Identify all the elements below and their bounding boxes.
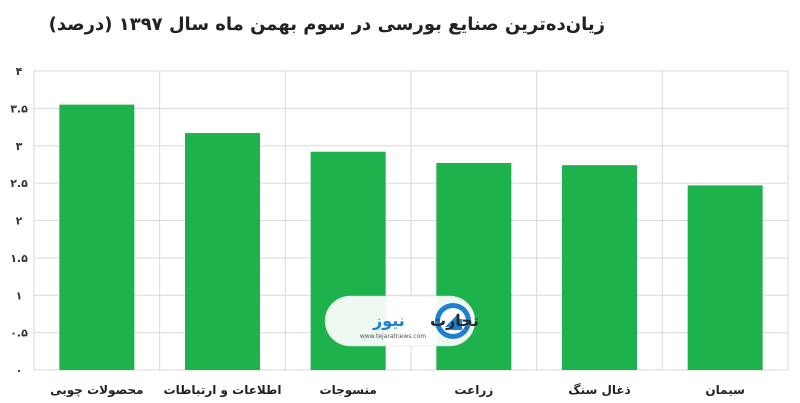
logo-url: www.tejaratnews.com xyxy=(360,333,426,340)
category-label: محصولات چوبی xyxy=(50,383,143,398)
bar xyxy=(59,104,135,370)
y-tick-label: ۲.۵ xyxy=(10,177,28,190)
y-tick-label: ۱ xyxy=(16,289,23,302)
logo-name-part1: تجارت xyxy=(430,311,479,330)
x-axis-category-labels: محصولات چوبی اطلاعات و ارتباطات منسوجات زرا… xyxy=(50,383,745,398)
category-label: سیمان xyxy=(705,383,745,397)
bar xyxy=(562,165,637,370)
y-tick-label: ۲ xyxy=(16,215,23,228)
logo-emblem-icon xyxy=(435,303,471,339)
tejaratnews-logo: تجارت نیوز www.tejaratnews.com xyxy=(324,295,479,347)
category-label: ذغال سنگ xyxy=(568,383,630,397)
category-label: اطلاعات و ارتباطات xyxy=(164,383,282,398)
chart-title: زیان‌ده‌ترین صنایع بورسی در سوم بهمن ماه… xyxy=(48,14,605,35)
grid-lines xyxy=(33,70,789,371)
y-tick-label: ۰ xyxy=(16,364,23,377)
y-tick-label: ۳.۵ xyxy=(10,102,28,115)
y-tick-label: ۱.۵ xyxy=(10,252,28,265)
bar xyxy=(185,133,260,370)
category-label: زراعت xyxy=(454,383,493,397)
y-tick-label: ۴ xyxy=(16,65,23,78)
logo-name-part2: نیوز xyxy=(372,311,405,330)
y-tick-label: ۳ xyxy=(16,140,23,153)
category-label: منسوجات xyxy=(320,383,377,398)
bar xyxy=(687,185,763,370)
y-tick-label: ۰.۵ xyxy=(10,327,28,340)
y-axis-tick-labels: ۰ ۰.۵ ۱ ۱.۵ ۲ ۲.۵ ۳ ۳.۵ ۴ xyxy=(10,65,28,377)
